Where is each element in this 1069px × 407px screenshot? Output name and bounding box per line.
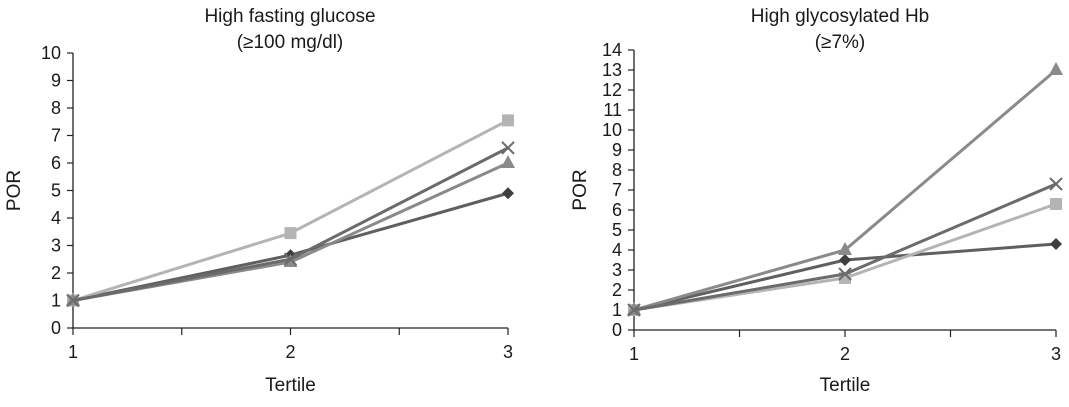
series-x: [66, 141, 515, 308]
y-axis-label: POR: [570, 169, 591, 210]
data-point-diamond: [502, 187, 514, 200]
y-tick-label: 6: [51, 153, 61, 173]
y-tick-label: 4: [51, 208, 61, 228]
y-tick-label: 9: [51, 71, 61, 91]
y-tick-label: 0: [51, 318, 61, 338]
data-point-diamond: [839, 254, 851, 266]
y-tick-label: 14: [602, 40, 622, 60]
data-point-x: [283, 252, 298, 266]
y-tick-label: 7: [51, 126, 61, 146]
y-tick-label: 13: [602, 60, 622, 80]
series-x: [627, 177, 1063, 317]
x-tick-label: 3: [503, 342, 513, 362]
data-point-triangle: [838, 242, 852, 255]
chart-subtitle: (≥7%): [815, 32, 866, 53]
data-point-x: [838, 267, 852, 281]
series-line-x: [72, 146, 509, 302]
y-tick-label: 2: [612, 280, 622, 300]
y-tick-label: 12: [602, 80, 622, 100]
data-point-x: [1049, 177, 1063, 191]
y-tick-label: 8: [612, 160, 622, 180]
y-tick-label: 5: [612, 220, 622, 240]
x-tick-label: 1: [68, 342, 78, 362]
y-tick-label: 11: [603, 100, 622, 120]
chart-title: High glycosylated Hb: [751, 6, 929, 27]
data-point-diamond: [1050, 238, 1062, 250]
y-tick-label: 3: [612, 260, 622, 280]
data-point-triangle: [501, 155, 515, 168]
chart-subtitle: (≥100 mg/dl): [237, 32, 344, 53]
y-axis-label: POR: [4, 170, 25, 211]
y-tick-label: 4: [612, 240, 622, 260]
y-tick-label: 1: [51, 291, 61, 311]
data-point-square: [284, 227, 297, 240]
y-tick-label: 0: [612, 320, 622, 340]
x-axis-label: Tertile: [820, 375, 871, 396]
chart-panel-1: High fasting glucose(≥100 mg/dl)01234567…: [4, 6, 515, 396]
y-tick-label: 10: [41, 43, 61, 63]
data-point-square: [502, 114, 514, 127]
x-tick-label: 1: [629, 344, 639, 364]
y-tick-label: 5: [51, 181, 61, 201]
data-point-triangle: [1049, 62, 1063, 75]
y-tick-label: 3: [51, 236, 61, 256]
series-line-diamond: [72, 191, 509, 302]
y-tick-label: 8: [51, 98, 61, 118]
x-tick-label: 2: [840, 344, 850, 364]
y-tick-label: 6: [612, 200, 622, 220]
data-point-x: [66, 293, 80, 308]
series-triangle: [627, 62, 1063, 315]
y-tick-label: 2: [51, 263, 61, 283]
x-tick-label: 3: [1051, 344, 1061, 364]
chart-panel-2: High glycosylated Hb(≥7%)012345678910111…: [570, 6, 1063, 396]
x-axis-label: Tertile: [265, 375, 316, 396]
y-tick-label: 7: [612, 180, 622, 200]
y-tick-label: 10: [602, 120, 622, 140]
data-point-x: [627, 303, 641, 317]
x-tick-label: 2: [285, 342, 295, 362]
chart-title: High fasting glucose: [204, 6, 375, 27]
y-tick-label: 9: [612, 140, 622, 160]
data-point-x: [501, 141, 515, 155]
y-tick-label: 1: [612, 300, 622, 320]
data-point-square: [1050, 198, 1062, 210]
